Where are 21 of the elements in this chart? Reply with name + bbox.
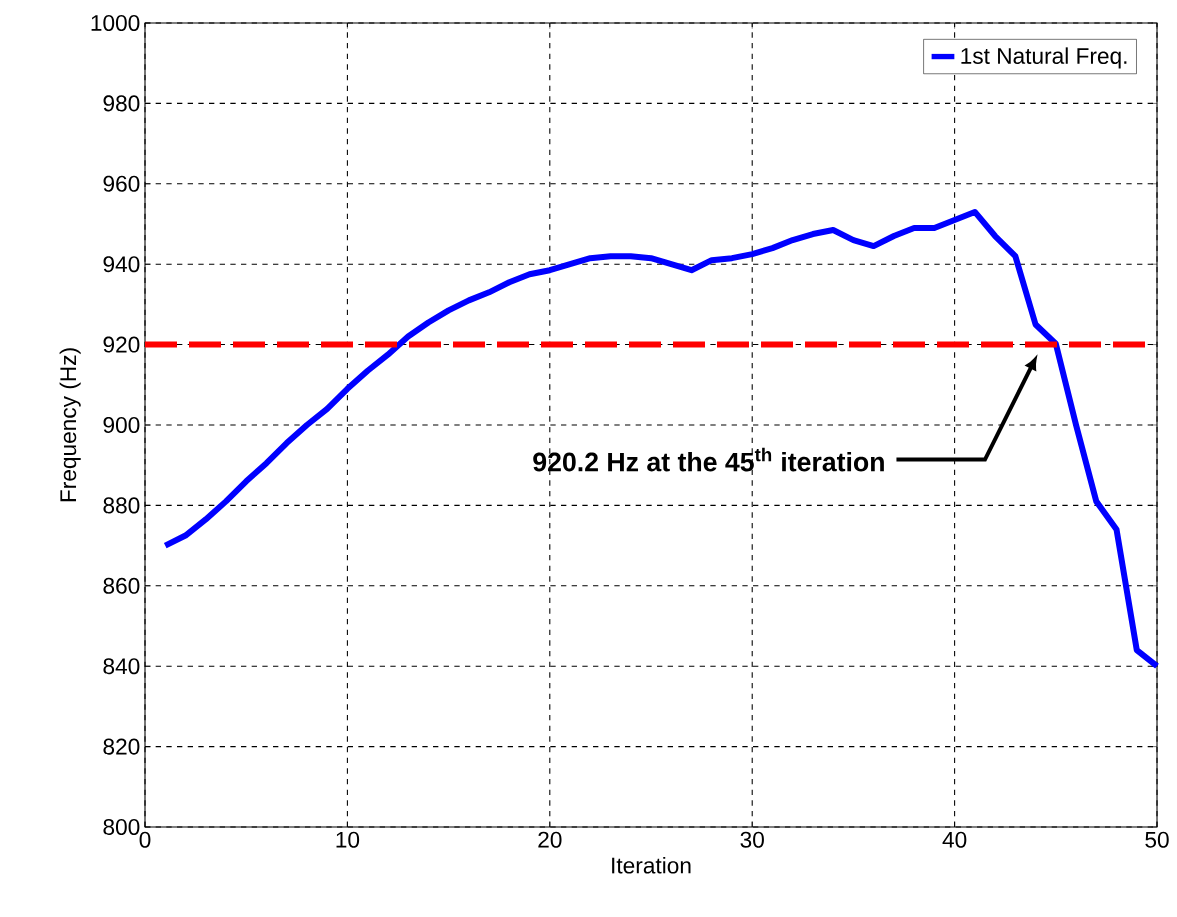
y-tick-label: 900 — [103, 416, 140, 434]
y-tick-label: 800 — [103, 818, 140, 836]
y-tick-label: 980 — [103, 95, 140, 112]
x-tick-label: 20 — [538, 831, 562, 848]
x-tick-label: 10 — [336, 831, 360, 848]
y-tick-label: 960 — [103, 175, 140, 192]
y-tick-label: 940 — [103, 256, 140, 273]
x-tick-label: 50 — [1145, 831, 1169, 848]
y-tick-label: 1000 — [91, 14, 140, 32]
y-tick-label: 860 — [103, 577, 140, 594]
y-tick-label: 840 — [103, 658, 140, 675]
x-axis-title: Iteration — [612, 856, 691, 874]
y-tick-label: 820 — [103, 738, 140, 755]
x-tick-label: 40 — [942, 831, 967, 848]
x-tick-label: 0 — [139, 831, 151, 848]
annotation: 920.2 Hz at the 45$^{th}$ iteration — [533, 447, 884, 472]
y-axis-title: Frequency (Hz) — [59, 348, 81, 502]
y-tick-label: 920 — [103, 336, 140, 353]
x-tick-label: 30 — [740, 831, 764, 848]
legend-label: 1st Natural Freq. — [961, 47, 1127, 69]
y-tick-label: 880 — [103, 497, 140, 514]
